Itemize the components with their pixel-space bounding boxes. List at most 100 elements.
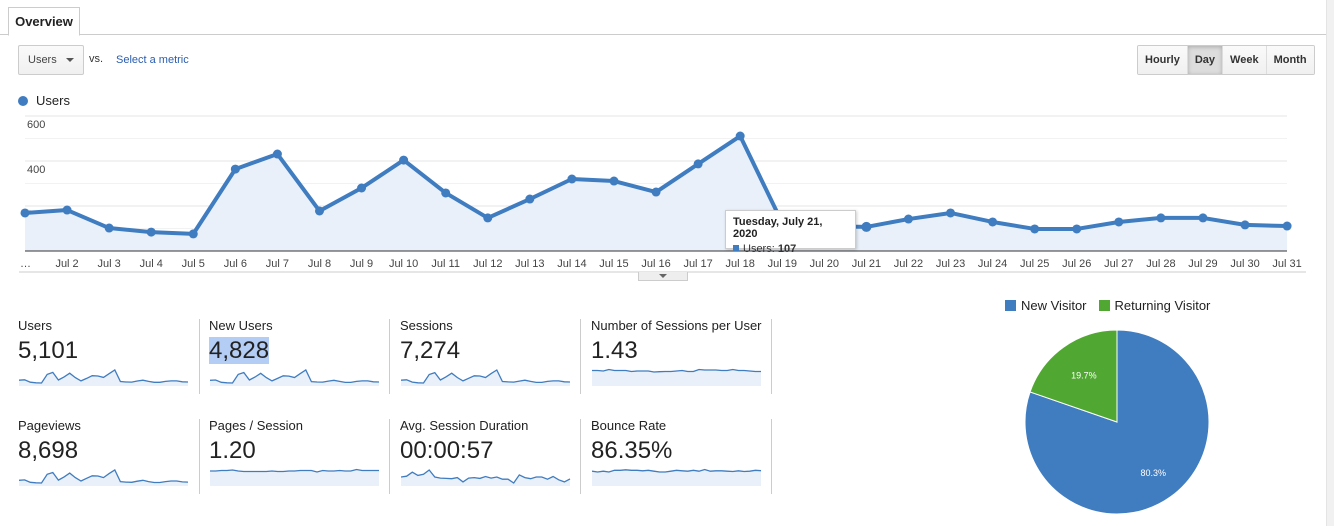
x-tick-label: Jul 24: [978, 258, 1007, 270]
x-tick-label: Jul 23: [936, 258, 965, 270]
x-tick-label: Jul 4: [140, 258, 163, 270]
select-metric-link[interactable]: Select a metric: [116, 54, 189, 66]
metric-value: 4,828: [209, 337, 270, 364]
x-tick-label: Jul 25: [1020, 258, 1049, 270]
data-point: [357, 183, 367, 193]
x-tick-label: Jul 12: [473, 258, 502, 270]
metric-number-of-sessions-per-user[interactable]: Number of Sessions per User 1.43: [591, 318, 773, 398]
chart-resize-handle[interactable]: [638, 272, 688, 281]
metric-divider: [771, 419, 772, 494]
x-tick-label: Jul 20: [810, 258, 839, 270]
pie-slice: [1029, 329, 1118, 423]
x-tick-label: Jul 31: [1272, 258, 1301, 270]
sparkline: [19, 469, 189, 486]
data-point: [441, 188, 451, 198]
visitor-pie-chart: 80.3% 19.7%: [1024, 329, 1210, 515]
metric-pageviews[interactable]: Pageviews 8,698: [18, 418, 200, 498]
sparkline-fill: [210, 469, 379, 486]
data-point: [735, 131, 745, 141]
x-tick-label: Jul 22: [894, 258, 923, 270]
x-tick-label: Jul 21: [852, 258, 881, 270]
data-point: [62, 205, 72, 215]
metric-divider: [199, 319, 200, 394]
legend-label: New Visitor: [1021, 298, 1087, 313]
x-tick-label: Jul 13: [515, 258, 544, 270]
metric-divider: [389, 319, 390, 394]
x-tick-label: Jul 5: [182, 258, 205, 270]
metric-label: Users: [18, 318, 52, 333]
tab-divider: [0, 34, 1326, 35]
metric-divider: [580, 319, 581, 394]
metric-avg-session-duration[interactable]: Avg. Session Duration 00:00:57: [400, 418, 582, 498]
month-button[interactable]: Month: [1265, 46, 1314, 74]
metric-divider: [199, 419, 200, 494]
sparkline: [592, 468, 762, 486]
data-point: [1240, 220, 1250, 230]
tooltip-title: Tuesday, July 21, 2020: [733, 216, 823, 240]
metric-divider: [389, 419, 390, 494]
metric-bounce-rate[interactable]: Bounce Rate 86.35%: [591, 418, 773, 498]
pie-slice: [1024, 329, 1210, 515]
x-tick-label: Jul 6: [224, 258, 247, 270]
pie-slice-label: 80.3%: [1141, 468, 1167, 478]
legend-returning-visitor: Returning Visitor: [1098, 298, 1211, 313]
data-point: [399, 155, 409, 165]
x-tick-label: Jul 8: [308, 258, 331, 270]
x-tick-label: Jul 9: [350, 258, 373, 270]
data-point: [146, 227, 156, 237]
chart-legend: Users: [18, 93, 70, 108]
data-point: [230, 164, 240, 174]
metric-new-users[interactable]: New Users 4,828: [209, 318, 391, 398]
metric-value: 1.20: [209, 437, 256, 464]
metric-label: Sessions: [400, 318, 453, 333]
metric-value: 1.43: [591, 337, 638, 364]
week-button[interactable]: Week: [1222, 46, 1266, 74]
scrollbar[interactable]: [1326, 0, 1334, 526]
metric-users[interactable]: Users 5,101: [18, 318, 200, 398]
sparkline: [401, 469, 571, 486]
sparkline-line: [210, 468, 379, 473]
data-point: [903, 214, 913, 224]
sparkline: [19, 369, 189, 386]
metric-value: 00:00:57: [400, 437, 494, 464]
sparkline: [592, 368, 761, 386]
x-tick-label: Jul 10: [389, 258, 418, 270]
data-point: [1030, 224, 1040, 234]
metric-pages-session[interactable]: Pages / Session 1.20: [209, 418, 391, 498]
sparkline-line: [19, 369, 189, 384]
metric-sessions[interactable]: Sessions 7,274: [400, 318, 582, 398]
pie-legend: New Visitor Returning Visitor: [1005, 298, 1210, 313]
data-point: [525, 194, 535, 204]
caret-down-icon: [66, 58, 74, 62]
x-tick-label: Jul 18: [726, 258, 755, 270]
data-point: [988, 217, 998, 227]
metric-dropdown-label: Users: [28, 54, 57, 66]
x-tick-label: …: [20, 258, 31, 270]
x-tick-label: Jul 19: [768, 258, 797, 270]
sparkline-line: [210, 369, 380, 384]
hourly-button[interactable]: Hourly: [1138, 46, 1187, 74]
legend-swatch-icon: [1005, 300, 1016, 311]
metric-label: Bounce Rate: [591, 418, 667, 433]
x-tick-label: Jul 7: [266, 258, 289, 270]
x-tick-label: Jul 27: [1104, 258, 1133, 270]
legend-label: Returning Visitor: [1114, 298, 1211, 313]
sparkline-line: [19, 469, 189, 484]
x-tick-label: Jul 3: [98, 258, 121, 270]
data-point: [693, 159, 703, 169]
metric-dropdown[interactable]: Users: [18, 45, 84, 75]
legend-new-visitor: New Visitor: [1005, 298, 1087, 313]
x-tick-label: Jul 14: [557, 258, 586, 270]
data-point: [567, 174, 577, 184]
day-button[interactable]: Day: [1186, 46, 1223, 74]
sparkline: [401, 369, 571, 386]
legend-dot-icon: [18, 96, 28, 106]
sparkline-fill: [592, 469, 761, 486]
series-square-icon: [733, 245, 739, 251]
tab-overview[interactable]: Overview: [8, 7, 80, 36]
y-tick-label: 600: [27, 119, 45, 131]
metric-divider: [580, 419, 581, 494]
x-tick-label: Jul 28: [1146, 258, 1175, 270]
x-tick-label: Jul 26: [1062, 258, 1091, 270]
